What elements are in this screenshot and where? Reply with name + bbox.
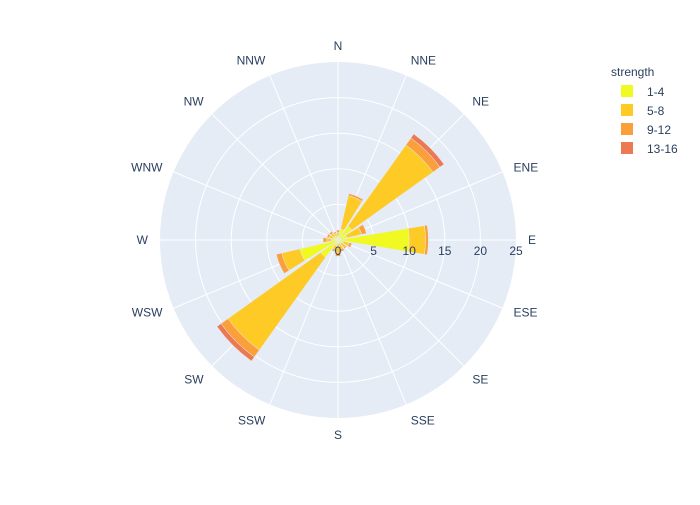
bar-nnw-9-12 bbox=[333, 231, 337, 235]
bar-se-9-12 bbox=[343, 245, 348, 250]
bar-e-9-12 bbox=[424, 224, 429, 256]
direction-label-se: SE bbox=[472, 372, 488, 386]
angular-grid-spoke bbox=[337, 239, 503, 309]
bar-wnw-9-12 bbox=[326, 233, 331, 239]
direction-label-wnw: WNW bbox=[131, 160, 163, 174]
bar-ssw-9-12 bbox=[331, 248, 337, 253]
bar-ne-13-16 bbox=[410, 133, 445, 168]
legend-label-9-12: 9-12 bbox=[647, 123, 671, 137]
legend-title: strength bbox=[611, 65, 654, 79]
radial-tick-label: 25 bbox=[509, 244, 523, 258]
legend-label-13-16: 13-16 bbox=[647, 142, 678, 156]
bar-n-9-12 bbox=[336, 229, 340, 233]
direction-label-sw: SW bbox=[184, 372, 204, 386]
bar-wsw-9-12 bbox=[275, 252, 290, 274]
radial-tick-label: 5 bbox=[370, 244, 377, 258]
angular-axis-labels: N NNE NE ENE E ESE SE SSE S SSW SW WSW W WNW NW NNW bbox=[131, 39, 538, 442]
bar-sw-13-16 bbox=[216, 323, 255, 362]
bar-sse-9-12 bbox=[339, 247, 345, 253]
radial-tick-label: 20 bbox=[474, 244, 488, 258]
bar-ene-9-12 bbox=[358, 224, 367, 235]
direction-label-ne: NE bbox=[472, 95, 489, 109]
angular-grid-spoke bbox=[211, 113, 339, 241]
angular-grid-spoke bbox=[269, 75, 339, 241]
direction-label-wsw: WSW bbox=[132, 306, 163, 320]
bar-w-5-8 bbox=[326, 237, 332, 243]
direction-label-nnw: NNW bbox=[237, 53, 266, 67]
angular-grid-spoke bbox=[269, 239, 339, 405]
legend-label-5-8: 5-8 bbox=[647, 104, 665, 118]
radial-tick-label: 15 bbox=[438, 244, 452, 258]
direction-label-nw: NW bbox=[184, 95, 205, 109]
legend: strength 1-4 5-8 9-12 13-16 bbox=[611, 65, 678, 156]
direction-label-n: N bbox=[334, 39, 343, 53]
legend-label-1-4: 1-4 bbox=[647, 85, 665, 99]
radial-axis-labels: 0 5 10 15 20 25 bbox=[335, 244, 523, 258]
angular-grid-spoke bbox=[173, 171, 339, 241]
direction-label-sse: SSE bbox=[411, 414, 435, 428]
angular-grid-spoke bbox=[337, 171, 503, 241]
bar-nw-9-12 bbox=[328, 230, 334, 236]
direction-label-e: E bbox=[528, 233, 536, 247]
legend-swatch-9-12 bbox=[621, 123, 633, 135]
direction-label-ene: ENE bbox=[514, 160, 539, 174]
direction-label-nne: NNE bbox=[411, 53, 436, 67]
bar-w-9-12 bbox=[322, 237, 328, 243]
direction-label-s: S bbox=[334, 428, 342, 442]
legend-swatch-5-8 bbox=[621, 104, 633, 116]
legend-swatch-1-4 bbox=[621, 85, 633, 97]
direction-label-ese: ESE bbox=[514, 306, 538, 320]
bar-nne-9-12 bbox=[347, 193, 364, 202]
angular-grid-spoke bbox=[337, 239, 407, 405]
polar-bars bbox=[216, 133, 445, 362]
radial-tick-label: 0 bbox=[335, 244, 342, 258]
angular-grid-spoke bbox=[337, 239, 465, 367]
bar-ese-9-12 bbox=[347, 242, 353, 248]
radial-tick-label: 10 bbox=[403, 244, 417, 258]
legend-swatch-13-16 bbox=[621, 142, 633, 154]
direction-label-w: W bbox=[137, 233, 149, 247]
direction-label-ssw: SSW bbox=[238, 414, 266, 428]
bar-s-9-12 bbox=[335, 252, 341, 257]
